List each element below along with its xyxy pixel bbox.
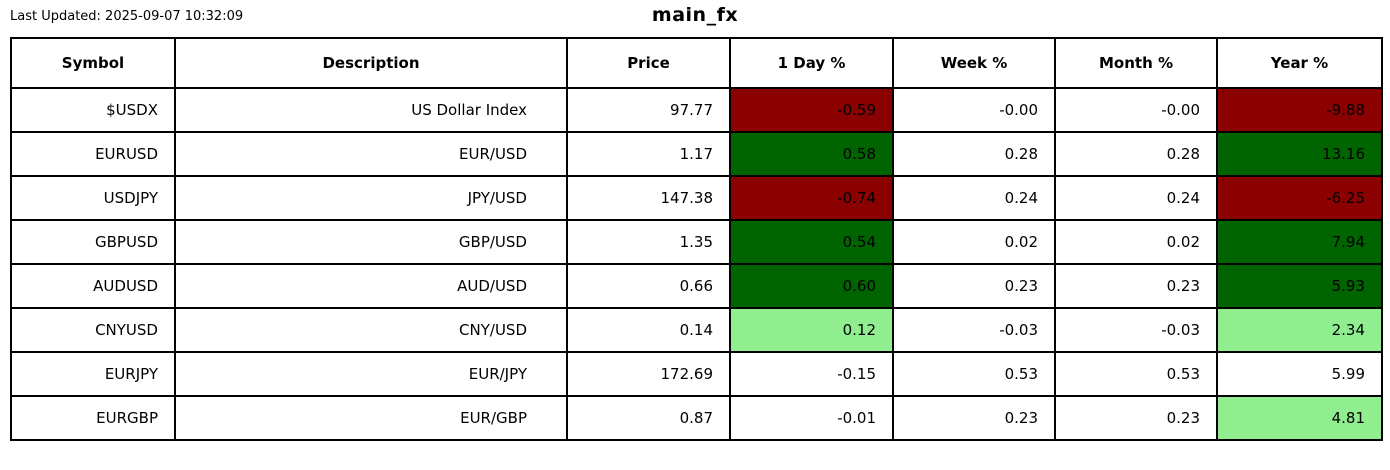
cell-month: 0.24 bbox=[1054, 175, 1218, 221]
cell-symbol: EURUSD bbox=[10, 131, 176, 177]
cell-description: EUR/JPY bbox=[174, 351, 568, 397]
table-row: CNYUSD CNY/USD 0.14 0.12 -0.03 -0.03 2.34 bbox=[10, 307, 1383, 353]
column-header-month: Month % bbox=[1054, 37, 1218, 89]
column-header-symbol: Symbol bbox=[10, 37, 176, 89]
cell-week: -0.03 bbox=[892, 307, 1056, 353]
cell-price: 0.87 bbox=[566, 395, 731, 441]
fx-table: Symbol Description Price 1 Day % Week % … bbox=[10, 37, 1383, 441]
fx-table-body: $USDX US Dollar Index 97.77 -0.59 -0.00 -0.00… bbox=[10, 87, 1383, 441]
cell-month: 0.28 bbox=[1054, 131, 1218, 177]
cell-year: -9.88 bbox=[1216, 87, 1383, 133]
cell-month: 0.53 bbox=[1054, 351, 1218, 397]
cell-day: 0.54 bbox=[729, 219, 894, 265]
cell-description: EUR/USD bbox=[174, 131, 568, 177]
cell-description: JPY/USD bbox=[174, 175, 568, 221]
cell-week: 0.28 bbox=[892, 131, 1056, 177]
cell-year: 5.93 bbox=[1216, 263, 1383, 309]
cell-price: 172.69 bbox=[566, 351, 731, 397]
column-header-description: Description bbox=[174, 37, 568, 89]
last-updated-text: Last Updated: 2025-09-07 10:32:09 bbox=[10, 9, 244, 24]
cell-month: -0.00 bbox=[1054, 87, 1218, 133]
table-row: EURJPY EUR/JPY 172.69 -0.15 0.53 0.53 5.99 bbox=[10, 351, 1383, 397]
cell-description: US Dollar Index bbox=[174, 87, 568, 133]
cell-month: 0.23 bbox=[1054, 395, 1218, 441]
cell-week: 0.23 bbox=[892, 395, 1056, 441]
cell-day: 0.12 bbox=[729, 307, 894, 353]
cell-week: -0.00 bbox=[892, 87, 1056, 133]
table-row: USDJPY JPY/USD 147.38 -0.74 0.24 0.24 -6.25 bbox=[10, 175, 1383, 221]
cell-year: 4.81 bbox=[1216, 395, 1383, 441]
cell-price: 97.77 bbox=[566, 87, 731, 133]
cell-week: 0.02 bbox=[892, 219, 1056, 265]
cell-symbol: EURGBP bbox=[10, 395, 176, 441]
cell-description: CNY/USD bbox=[174, 307, 568, 353]
cell-symbol: GBPUSD bbox=[10, 219, 176, 265]
cell-day: -0.15 bbox=[729, 351, 894, 397]
column-header-week: Week % bbox=[892, 37, 1056, 89]
cell-symbol: $USDX bbox=[10, 87, 176, 133]
cell-year: -6.25 bbox=[1216, 175, 1383, 221]
cell-symbol: EURJPY bbox=[10, 351, 176, 397]
table-row: EURGBP EUR/GBP 0.87 -0.01 0.23 0.23 4.81 bbox=[10, 395, 1383, 441]
cell-month: 0.02 bbox=[1054, 219, 1218, 265]
top-bar: Last Updated: 2025-09-07 10:32:09 main_f… bbox=[0, 0, 1390, 34]
fx-table-header: Symbol Description Price 1 Day % Week % … bbox=[10, 37, 1383, 89]
cell-symbol: AUDUSD bbox=[10, 263, 176, 309]
cell-year: 7.94 bbox=[1216, 219, 1383, 265]
cell-price: 0.14 bbox=[566, 307, 731, 353]
column-header-price: Price bbox=[566, 37, 731, 89]
cell-year: 13.16 bbox=[1216, 131, 1383, 177]
table-row: $USDX US Dollar Index 97.77 -0.59 -0.00 -0.00… bbox=[10, 87, 1383, 133]
page-title: main_fx bbox=[651, 4, 739, 26]
table-row: AUDUSD AUD/USD 0.66 0.60 0.23 0.23 5.93 bbox=[10, 263, 1383, 309]
table-row: EURUSD EUR/USD 1.17 0.58 0.28 0.28 13.16 bbox=[10, 131, 1383, 177]
column-header-day: 1 Day % bbox=[729, 37, 894, 89]
cell-description: GBP/USD bbox=[174, 219, 568, 265]
cell-month: -0.03 bbox=[1054, 307, 1218, 353]
cell-price: 1.35 bbox=[566, 219, 731, 265]
cell-description: EUR/GBP bbox=[174, 395, 568, 441]
header-row: Symbol Description Price 1 Day % Week % … bbox=[10, 37, 1383, 89]
cell-year: 2.34 bbox=[1216, 307, 1383, 353]
cell-symbol: CNYUSD bbox=[10, 307, 176, 353]
column-header-year: Year % bbox=[1216, 37, 1383, 89]
cell-year: 5.99 bbox=[1216, 351, 1383, 397]
cell-day: 0.58 bbox=[729, 131, 894, 177]
cell-week: 0.24 bbox=[892, 175, 1056, 221]
cell-day: -0.74 bbox=[729, 175, 894, 221]
cell-day: -0.59 bbox=[729, 87, 894, 133]
cell-day: -0.01 bbox=[729, 395, 894, 441]
cell-week: 0.53 bbox=[892, 351, 1056, 397]
cell-description: AUD/USD bbox=[174, 263, 568, 309]
cell-price: 0.66 bbox=[566, 263, 731, 309]
table-row: GBPUSD GBP/USD 1.35 0.54 0.02 0.02 7.94 bbox=[10, 219, 1383, 265]
cell-symbol: USDJPY bbox=[10, 175, 176, 221]
cell-day: 0.60 bbox=[729, 263, 894, 309]
cell-price: 147.38 bbox=[566, 175, 731, 221]
cell-week: 0.23 bbox=[892, 263, 1056, 309]
cell-month: 0.23 bbox=[1054, 263, 1218, 309]
cell-price: 1.17 bbox=[566, 131, 731, 177]
